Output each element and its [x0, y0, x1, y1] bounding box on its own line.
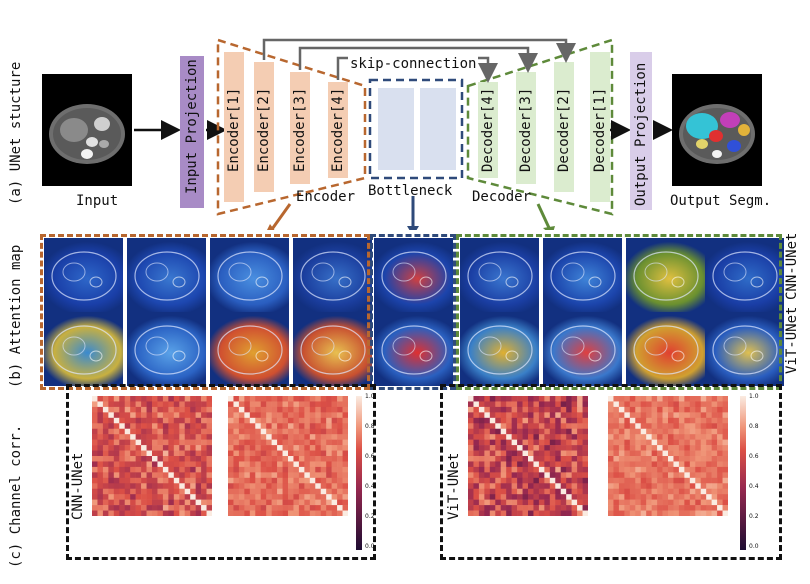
cnn-colorbar-tick: 0.4 [365, 483, 375, 490]
attention-map-vit-8 [626, 312, 705, 386]
input-projection-box [180, 56, 204, 208]
decoder-attn-arrow [536, 203, 552, 230]
vit-colorbar-tick: 0.6 [749, 453, 759, 460]
vit-colorbar [740, 396, 746, 550]
encoder-2-label: Encoder[2] [256, 87, 272, 172]
cnn-row-label: CNN-UNet [784, 232, 800, 300]
encoder-1-label: Encoder[1] [226, 87, 242, 172]
decoder-3-box [516, 72, 536, 184]
vit-colorbar-tick: 0.0 [749, 543, 759, 550]
section-c-label: (c) Channel corr. [8, 424, 24, 568]
attention-map-cnn-1 [44, 238, 123, 312]
encoder-attn-arrow [269, 203, 292, 230]
attention-map-cnn-8 [626, 238, 705, 312]
decoder-trapezoid [466, 38, 614, 216]
cnn-corr-frame [66, 384, 376, 560]
encoder-3-label: Encoder[3] [292, 87, 308, 172]
vit-row-label: ViT-UNet [784, 306, 800, 374]
cnn-colorbar-tick: 0.0 [365, 543, 375, 550]
decoder-2-label: Decoder[2] [556, 87, 572, 172]
cnn-colorbar-tick: 0.2 [365, 513, 375, 520]
output-projection-label: Output Projection [633, 62, 649, 206]
decoder-attn-frame [456, 234, 782, 390]
decoder-1-label: Decoder[1] [592, 87, 608, 172]
vit-colorbar-tick: 0.4 [749, 483, 759, 490]
bottleneck-box [368, 78, 464, 180]
attention-map-cnn-6 [460, 238, 539, 312]
cnn-corr-matrix-1 [92, 396, 212, 516]
cnn-colorbar-tick: 1.0 [365, 393, 375, 400]
vit-corr-frame [440, 384, 782, 560]
encoder-3-box [290, 72, 310, 184]
unet-diagram [134, 38, 673, 230]
input-label: Input [76, 193, 119, 209]
skip-connection-3 [298, 46, 538, 73]
encoder-4-box [328, 82, 348, 178]
section-b-label: (b) Attention map [8, 244, 24, 388]
decoder-label: Decoder [472, 189, 532, 205]
decoder-1-box [590, 52, 610, 202]
cnn-corr-label: CNN-UNet [70, 452, 86, 520]
attention-map-cnn-2 [127, 238, 206, 312]
decoder-4-box [478, 82, 498, 178]
cnn-colorbar [356, 396, 362, 550]
vit-corr-matrix-2 [608, 396, 728, 516]
attention-map-vit-7 [543, 312, 622, 386]
cnn-corr-matrix-2 [228, 396, 348, 516]
bottleneck-attn-frame [370, 234, 456, 390]
bottleneck-label: Bottleneck [368, 183, 453, 199]
encoder-2-box [254, 62, 274, 192]
attention-map-cnn-7 [543, 238, 622, 312]
output-label: Output Segm. [670, 193, 772, 209]
input-ct-image [42, 74, 132, 186]
encoder-trapezoid [216, 38, 367, 216]
encoder-4-label: Encoder[4] [330, 87, 346, 172]
cnn-colorbar-tick: 0.6 [365, 453, 375, 460]
bottleneck-block-1 [378, 88, 414, 170]
attention-map-vit-2 [127, 312, 206, 386]
bottleneck-block-2 [420, 88, 456, 170]
output-projection-box [630, 52, 652, 210]
attention-map-vit-6 [460, 312, 539, 386]
attention-map-vit-5 [374, 312, 453, 386]
skip-connection-2 [262, 38, 576, 63]
decoder-4-label: Decoder[4] [480, 87, 496, 172]
attention-map-cnn-4 [293, 238, 372, 312]
output-segmentation-image [672, 74, 762, 186]
cnn-colorbar-tick: 0.8 [365, 423, 375, 430]
decoder-2-box [554, 62, 574, 192]
attention-map-cnn-5 [374, 238, 453, 312]
encoder-1-box [224, 52, 244, 202]
attention-map-cnn-9 [705, 238, 784, 312]
attention-map-vit-1 [44, 312, 123, 386]
vit-colorbar-tick: 0.8 [749, 423, 759, 430]
vit-colorbar-tick: 1.0 [749, 393, 759, 400]
vit-colorbar-tick: 0.2 [749, 513, 759, 520]
attention-map-vit-4 [293, 312, 372, 386]
vit-corr-label: ViT-UNet [446, 452, 462, 520]
decoder-3-label: Decoder[3] [518, 87, 534, 172]
vit-corr-matrix-1 [468, 396, 588, 516]
attention-map-cnn-3 [210, 238, 289, 312]
input-projection-label: Input Projection [184, 59, 200, 194]
skip-connection-label: skip-connection [348, 56, 479, 72]
encoder-attn-frame [40, 234, 370, 390]
encoder-label: Encoder [296, 189, 356, 205]
attention-map-vit-9 [705, 312, 784, 386]
attention-map-vit-3 [210, 312, 289, 386]
